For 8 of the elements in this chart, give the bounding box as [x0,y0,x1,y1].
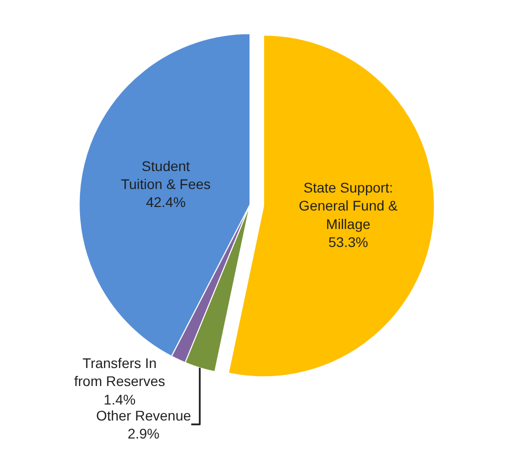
slice-label: Other Revenue [96,407,192,424]
data-label: 1.4% [104,391,136,408]
data-label: 2.9% [128,426,160,442]
slice-label: Transfers In from Reserves [74,354,166,390]
slice-label: State Support: General Fund & Millage [298,179,398,232]
data-label: 53.3% [328,234,368,250]
slice-label: Student Tuition & Fees [120,158,211,192]
data-label: 42.4% [146,194,186,210]
